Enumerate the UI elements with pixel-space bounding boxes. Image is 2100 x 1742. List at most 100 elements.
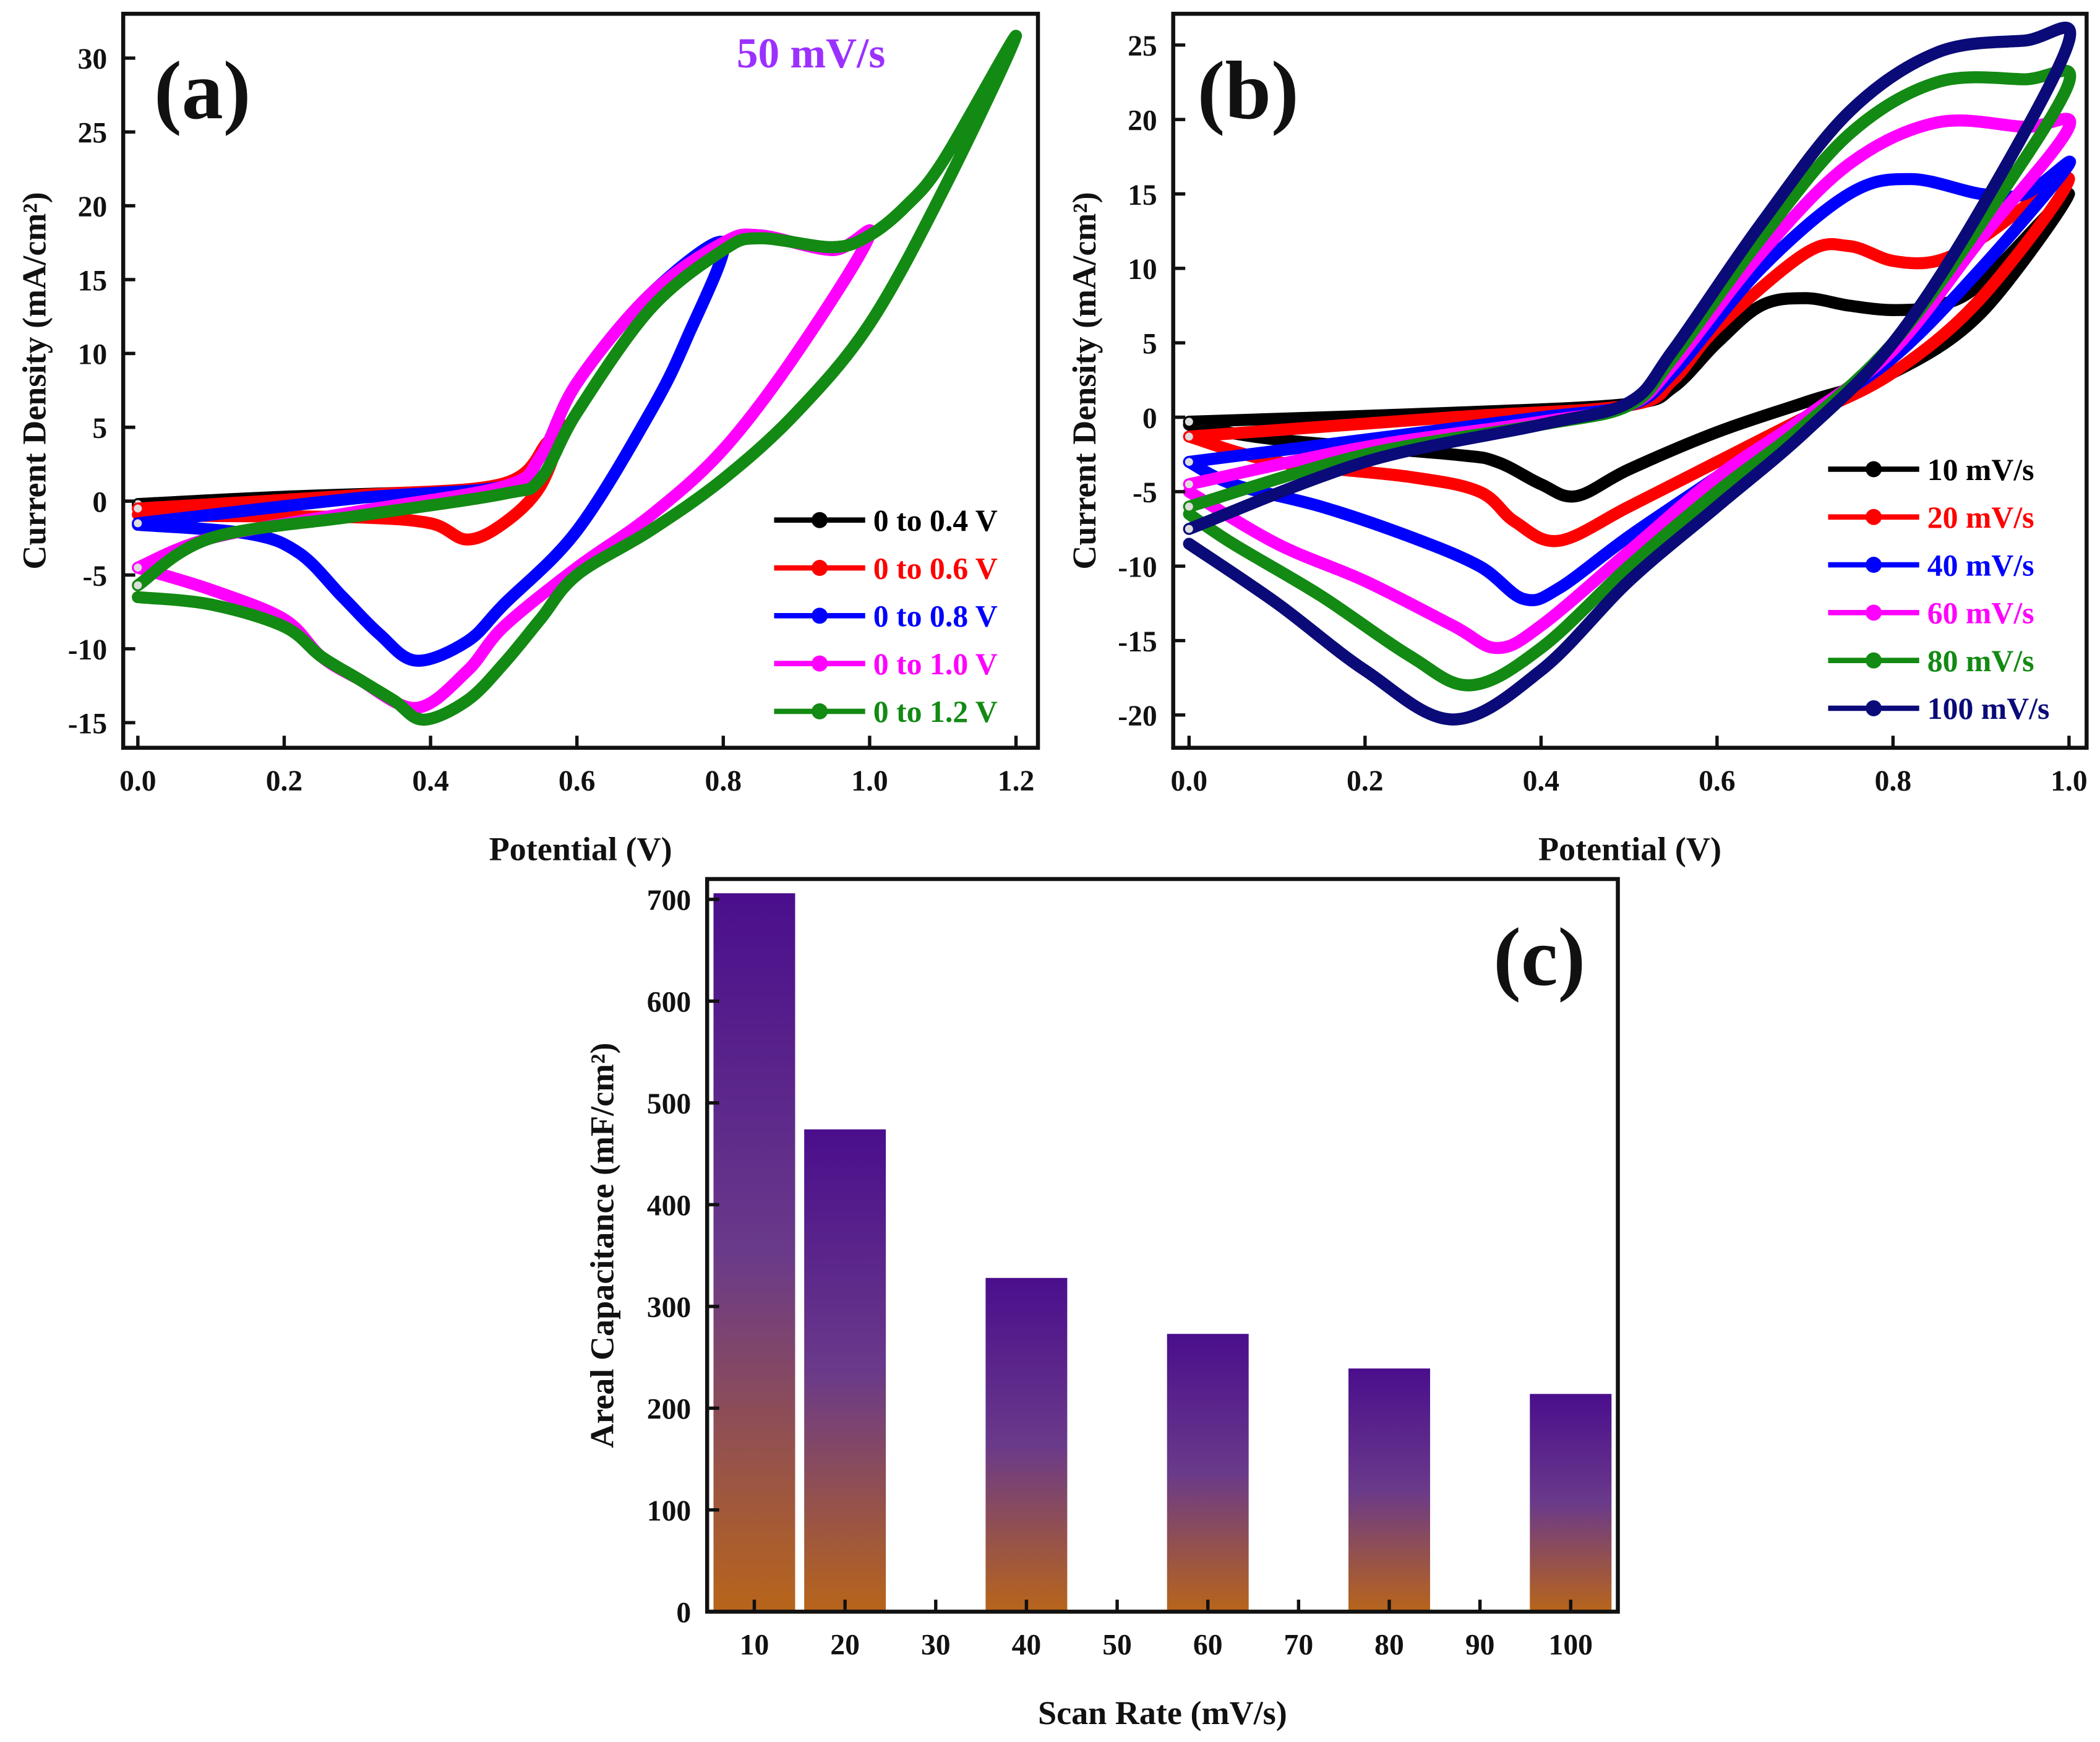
series-start-marker xyxy=(1185,502,1193,511)
legend-item: 80 mV/s xyxy=(1828,644,2034,678)
legend-marker xyxy=(1866,461,1882,478)
x-axis-title: Potential (V) xyxy=(1538,831,1721,868)
panel-label: (b) xyxy=(1198,45,1299,137)
y-axis-title: Areal Capacitance (mF/cm²) xyxy=(584,1043,621,1448)
x-tick-label: 0.8 xyxy=(705,765,742,797)
plot-frame xyxy=(121,12,1040,750)
y-tick-label: -5 xyxy=(1133,477,1157,509)
y-tick-label: -15 xyxy=(68,708,108,740)
x-tick-label: 30 xyxy=(921,1629,951,1662)
y-axis-title: Current Density (mA/cm²) xyxy=(16,192,53,569)
y-tick-label: 5 xyxy=(1142,328,1157,360)
legend-item: 0 to 1.2 V xyxy=(774,695,998,729)
y-tick-label: 200 xyxy=(647,1394,691,1426)
y-tick-label: 500 xyxy=(647,1088,691,1120)
legend-label: 100 mV/s xyxy=(1927,692,2050,726)
x-tick-label: 1.0 xyxy=(2051,765,2088,797)
y-tick-label: -10 xyxy=(68,634,108,666)
legend-label: 80 mV/s xyxy=(1927,644,2034,678)
legend-marker xyxy=(812,607,828,624)
panel-c: 10 20 30 40 50 60 70 80 90 100 0 100 200 300 400 500 600… xyxy=(584,877,1620,1731)
series-start-marker xyxy=(134,564,142,572)
x-tick-label: 50 xyxy=(1102,1629,1132,1662)
x-tick-label: 20 xyxy=(830,1629,860,1662)
x-tick-label: 0.2 xyxy=(266,765,303,797)
panel-a: 0 to 0.4 V 0 to 0.6 V 0 to 0.8 V 0 to 1.0 V… xyxy=(16,12,1040,868)
bar-60 xyxy=(1167,1334,1249,1612)
legend-item: 40 mV/s xyxy=(1828,548,2034,582)
y-tick-label: 300 xyxy=(647,1292,691,1324)
y-tick-label: -5 xyxy=(83,560,108,593)
legend-label: 10 mV/s xyxy=(1927,453,2034,487)
x-tick-label: 60 xyxy=(1193,1629,1223,1662)
legend-label: 0 to 1.0 V xyxy=(873,647,998,681)
y-tick-label: 25 xyxy=(78,118,108,150)
bar-100 xyxy=(1530,1394,1612,1612)
series-0-to-1-0-v xyxy=(132,224,877,714)
y-tick-label: 20 xyxy=(1128,105,1157,137)
y-tick-label: -10 xyxy=(1118,552,1157,584)
y-axis-title: Current Density (mA/cm²) xyxy=(1066,192,1103,569)
series-start-marker xyxy=(134,504,142,513)
y-tick-label: 700 xyxy=(647,885,691,917)
x-tick-label: 90 xyxy=(1465,1629,1495,1662)
y-tick-label: 20 xyxy=(78,191,108,223)
x-tick-label: 0.0 xyxy=(119,765,156,797)
x-tick-label: 0.4 xyxy=(412,765,449,797)
legend-item: 10 mV/s xyxy=(1828,453,2034,487)
y-tick-label: -15 xyxy=(1118,626,1157,658)
x-tick-label: 1.0 xyxy=(851,765,888,797)
x-tick-label: 0.6 xyxy=(1699,765,1736,797)
panel-label: (c) xyxy=(1493,911,1585,1003)
legend-label: 0 to 0.4 V xyxy=(873,504,998,538)
y-tick-label: 15 xyxy=(78,265,108,297)
x-tick-label: 40 xyxy=(1012,1629,1042,1662)
legend-label: 0 to 0.8 V xyxy=(873,599,998,633)
panel-label: (a) xyxy=(154,45,251,137)
legend-label: 0 to 1.2 V xyxy=(873,695,998,729)
y-tick-label: 0 xyxy=(92,486,107,518)
y-tick-label: 0 xyxy=(1142,403,1157,435)
y-tick-label: 600 xyxy=(647,987,691,1019)
legend-label: 20 mV/s xyxy=(1927,500,2034,534)
x-axis-title: Potential (V) xyxy=(489,831,672,868)
series-start-marker xyxy=(1185,418,1193,426)
legend-marker xyxy=(812,560,828,577)
x-tick-label: 0.0 xyxy=(1171,765,1208,797)
series-80-mv-s xyxy=(1183,64,2076,692)
y-tick-label: 100 xyxy=(647,1495,691,1527)
legend-label: 40 mV/s xyxy=(1927,548,2034,582)
series-100-mv-s xyxy=(1183,22,2076,726)
legend-label: 60 mV/s xyxy=(1927,596,2034,630)
series-start-marker xyxy=(1185,525,1193,533)
legend-marker xyxy=(1866,508,1882,525)
legend-item: 60 mV/s xyxy=(1828,596,2034,630)
plot-frame xyxy=(705,877,1620,1614)
x-tick-label: 0.4 xyxy=(1523,765,1560,797)
x-tick-label: 100 xyxy=(1549,1629,1593,1662)
y-tick-label: 15 xyxy=(1128,179,1157,212)
panel-b: 10 mV/s 20 mV/s 40 mV/s 60 mV/s 80 mV/s 100 m… xyxy=(1066,12,2089,868)
legend-item: 0 to 1.0 V xyxy=(774,647,998,681)
legend-marker xyxy=(812,655,828,672)
legend-marker xyxy=(812,703,828,719)
x-axis-title: Scan Rate (mV/s) xyxy=(1038,1694,1287,1731)
legend-marker xyxy=(812,512,828,528)
legend-marker xyxy=(1866,700,1882,716)
y-tick-label: 10 xyxy=(78,339,108,371)
legend-marker xyxy=(1866,604,1882,621)
series-start-marker xyxy=(134,519,142,528)
x-tick-label: 0.8 xyxy=(1875,765,1912,797)
legend-label: 0 to 0.6 V xyxy=(873,551,998,585)
plot-frame xyxy=(1171,12,2089,750)
bar-10 xyxy=(713,893,795,1612)
x-tick-label: 0.2 xyxy=(1347,765,1384,797)
legend-item: 0 to 0.6 V xyxy=(774,551,998,585)
y-tick-label: 400 xyxy=(647,1190,691,1222)
legend-marker xyxy=(1866,652,1882,669)
bar-80 xyxy=(1348,1368,1430,1612)
y-tick-label: -20 xyxy=(1118,700,1157,732)
y-tick-label: 30 xyxy=(78,43,108,75)
series-start-marker xyxy=(1185,432,1193,441)
